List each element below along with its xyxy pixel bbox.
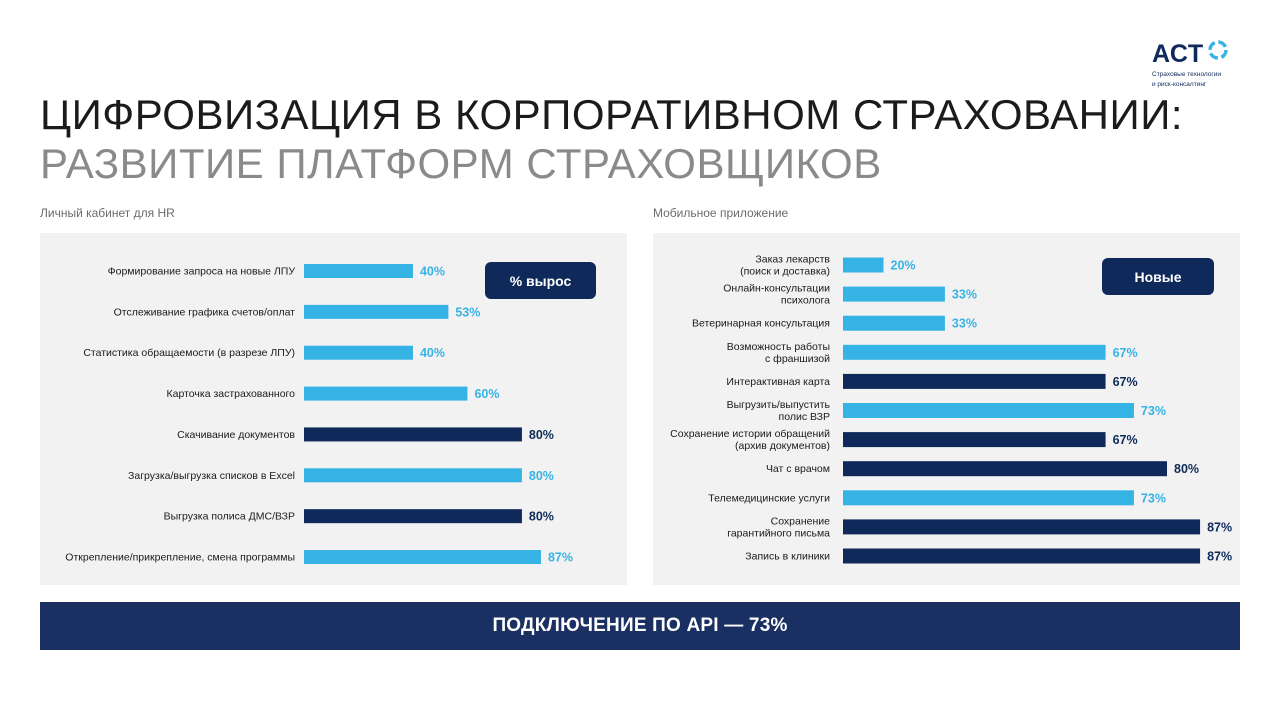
app-bar	[843, 315, 945, 331]
hr-bar	[304, 468, 522, 483]
app-category-label: Заказ лекарств (поиск и доставка)	[740, 254, 830, 278]
hr-value-label: 80%	[529, 510, 554, 524]
app-category-label: Ветеринарная консультация	[692, 318, 830, 330]
growth-badge: % вырос	[485, 262, 596, 299]
app-value-label: 20%	[891, 259, 916, 273]
app-bar	[843, 403, 1134, 418]
hr-value-label: 87%	[548, 551, 573, 565]
hr-cabinet-label: Личный кабинет для HR	[40, 206, 175, 220]
plus-ring-icon	[1207, 39, 1228, 60]
hr-bar	[304, 386, 468, 401]
hr-bar	[304, 427, 522, 442]
page-subtitle: РАЗВИТИЕ ПЛАТФОРМ СТРАХОВЩИКОВ	[40, 140, 882, 187]
app-bar	[843, 257, 884, 273]
hr-bar	[304, 509, 522, 524]
app-value-label: 33%	[952, 317, 977, 331]
hr-category-label: Загрузка/выгрузка списков в Excel	[128, 470, 295, 482]
hr-value-label: 40%	[420, 346, 445, 360]
app-value-label: 80%	[1174, 462, 1199, 476]
hr-bar	[304, 550, 541, 565]
app-bar	[843, 461, 1167, 477]
hr-value-label: 80%	[529, 428, 554, 442]
app-value-label: 87%	[1207, 550, 1232, 564]
hr-bar	[304, 304, 449, 319]
logo-tagline-2: и риск-консалтинг	[1152, 81, 1207, 88]
hr-category-label: Отслеживание графика счетов/оплат	[114, 306, 296, 318]
app-value-label: 73%	[1141, 491, 1166, 505]
app-value-label: 73%	[1141, 404, 1166, 418]
company-logo: АСТ Страховые технологии и риск-консалти…	[1152, 39, 1242, 89]
app-value-label: 87%	[1207, 520, 1232, 534]
hr-category-label: Карточка застрахованного	[167, 388, 296, 400]
hr-value-label: 80%	[529, 469, 554, 483]
app-category-label: Сохранение истории обращений (архив докум…	[670, 428, 830, 452]
hr-value-label: 53%	[455, 305, 480, 319]
app-category-label: Запись в клиники	[745, 551, 830, 563]
app-bar	[843, 519, 1201, 535]
new-badge: Новые	[1102, 258, 1214, 295]
app-category-label: Чат с врачом	[766, 463, 830, 475]
hr-bar	[304, 264, 413, 278]
hr-category-label: Формирование запроса на новые ЛПУ	[108, 266, 296, 278]
app-value-label: 67%	[1113, 375, 1138, 389]
app-bar	[843, 432, 1106, 448]
app-value-label: 33%	[952, 288, 977, 302]
api-footer-banner: ПОДКЛЮЧЕНИЕ ПО API — 73%	[40, 602, 1240, 650]
app-category-label: Возможность работы с франшизой	[727, 341, 830, 365]
app-category-label: Интерактивная карта	[726, 376, 830, 388]
app-bar	[843, 548, 1201, 564]
app-bar	[843, 344, 1106, 360]
logo-tagline-1: Страховые технологии	[1152, 71, 1222, 78]
app-category-label: Онлайн-консультации психолога	[723, 283, 830, 307]
app-bar	[843, 373, 1106, 389]
hr-bar	[304, 345, 413, 360]
app-bar	[843, 490, 1134, 506]
hr-category-label: Статистика обращаемости (в разрезе ЛПУ)	[83, 347, 295, 359]
app-bar	[843, 286, 945, 302]
logo-name: АСТ	[1152, 40, 1204, 68]
app-value-label: 67%	[1113, 346, 1138, 360]
hr-category-label: Открепление/прикрепление, смена программ…	[65, 552, 295, 564]
app-category-label: Телемедицинские услуги	[708, 492, 830, 504]
hr-value-label: 40%	[420, 265, 445, 279]
hr-value-label: 60%	[474, 387, 499, 401]
app-value-label: 67%	[1113, 433, 1138, 447]
mobile-app-label: Мобильное приложение	[653, 206, 789, 220]
page-title: ЦИФРОВИЗАЦИЯ В КОРПОРАТИВНОМ СТРАХОВАНИИ…	[40, 91, 1184, 138]
hr-category-label: Скачивание документов	[177, 429, 295, 441]
app-category-label: Сохранение гарантийного письма	[727, 515, 830, 539]
hr-category-label: Выгрузка полиса ДМС/ВЗР	[164, 511, 295, 523]
app-category-label: Выгрузить/выпустить полис ВЗР	[727, 399, 831, 423]
